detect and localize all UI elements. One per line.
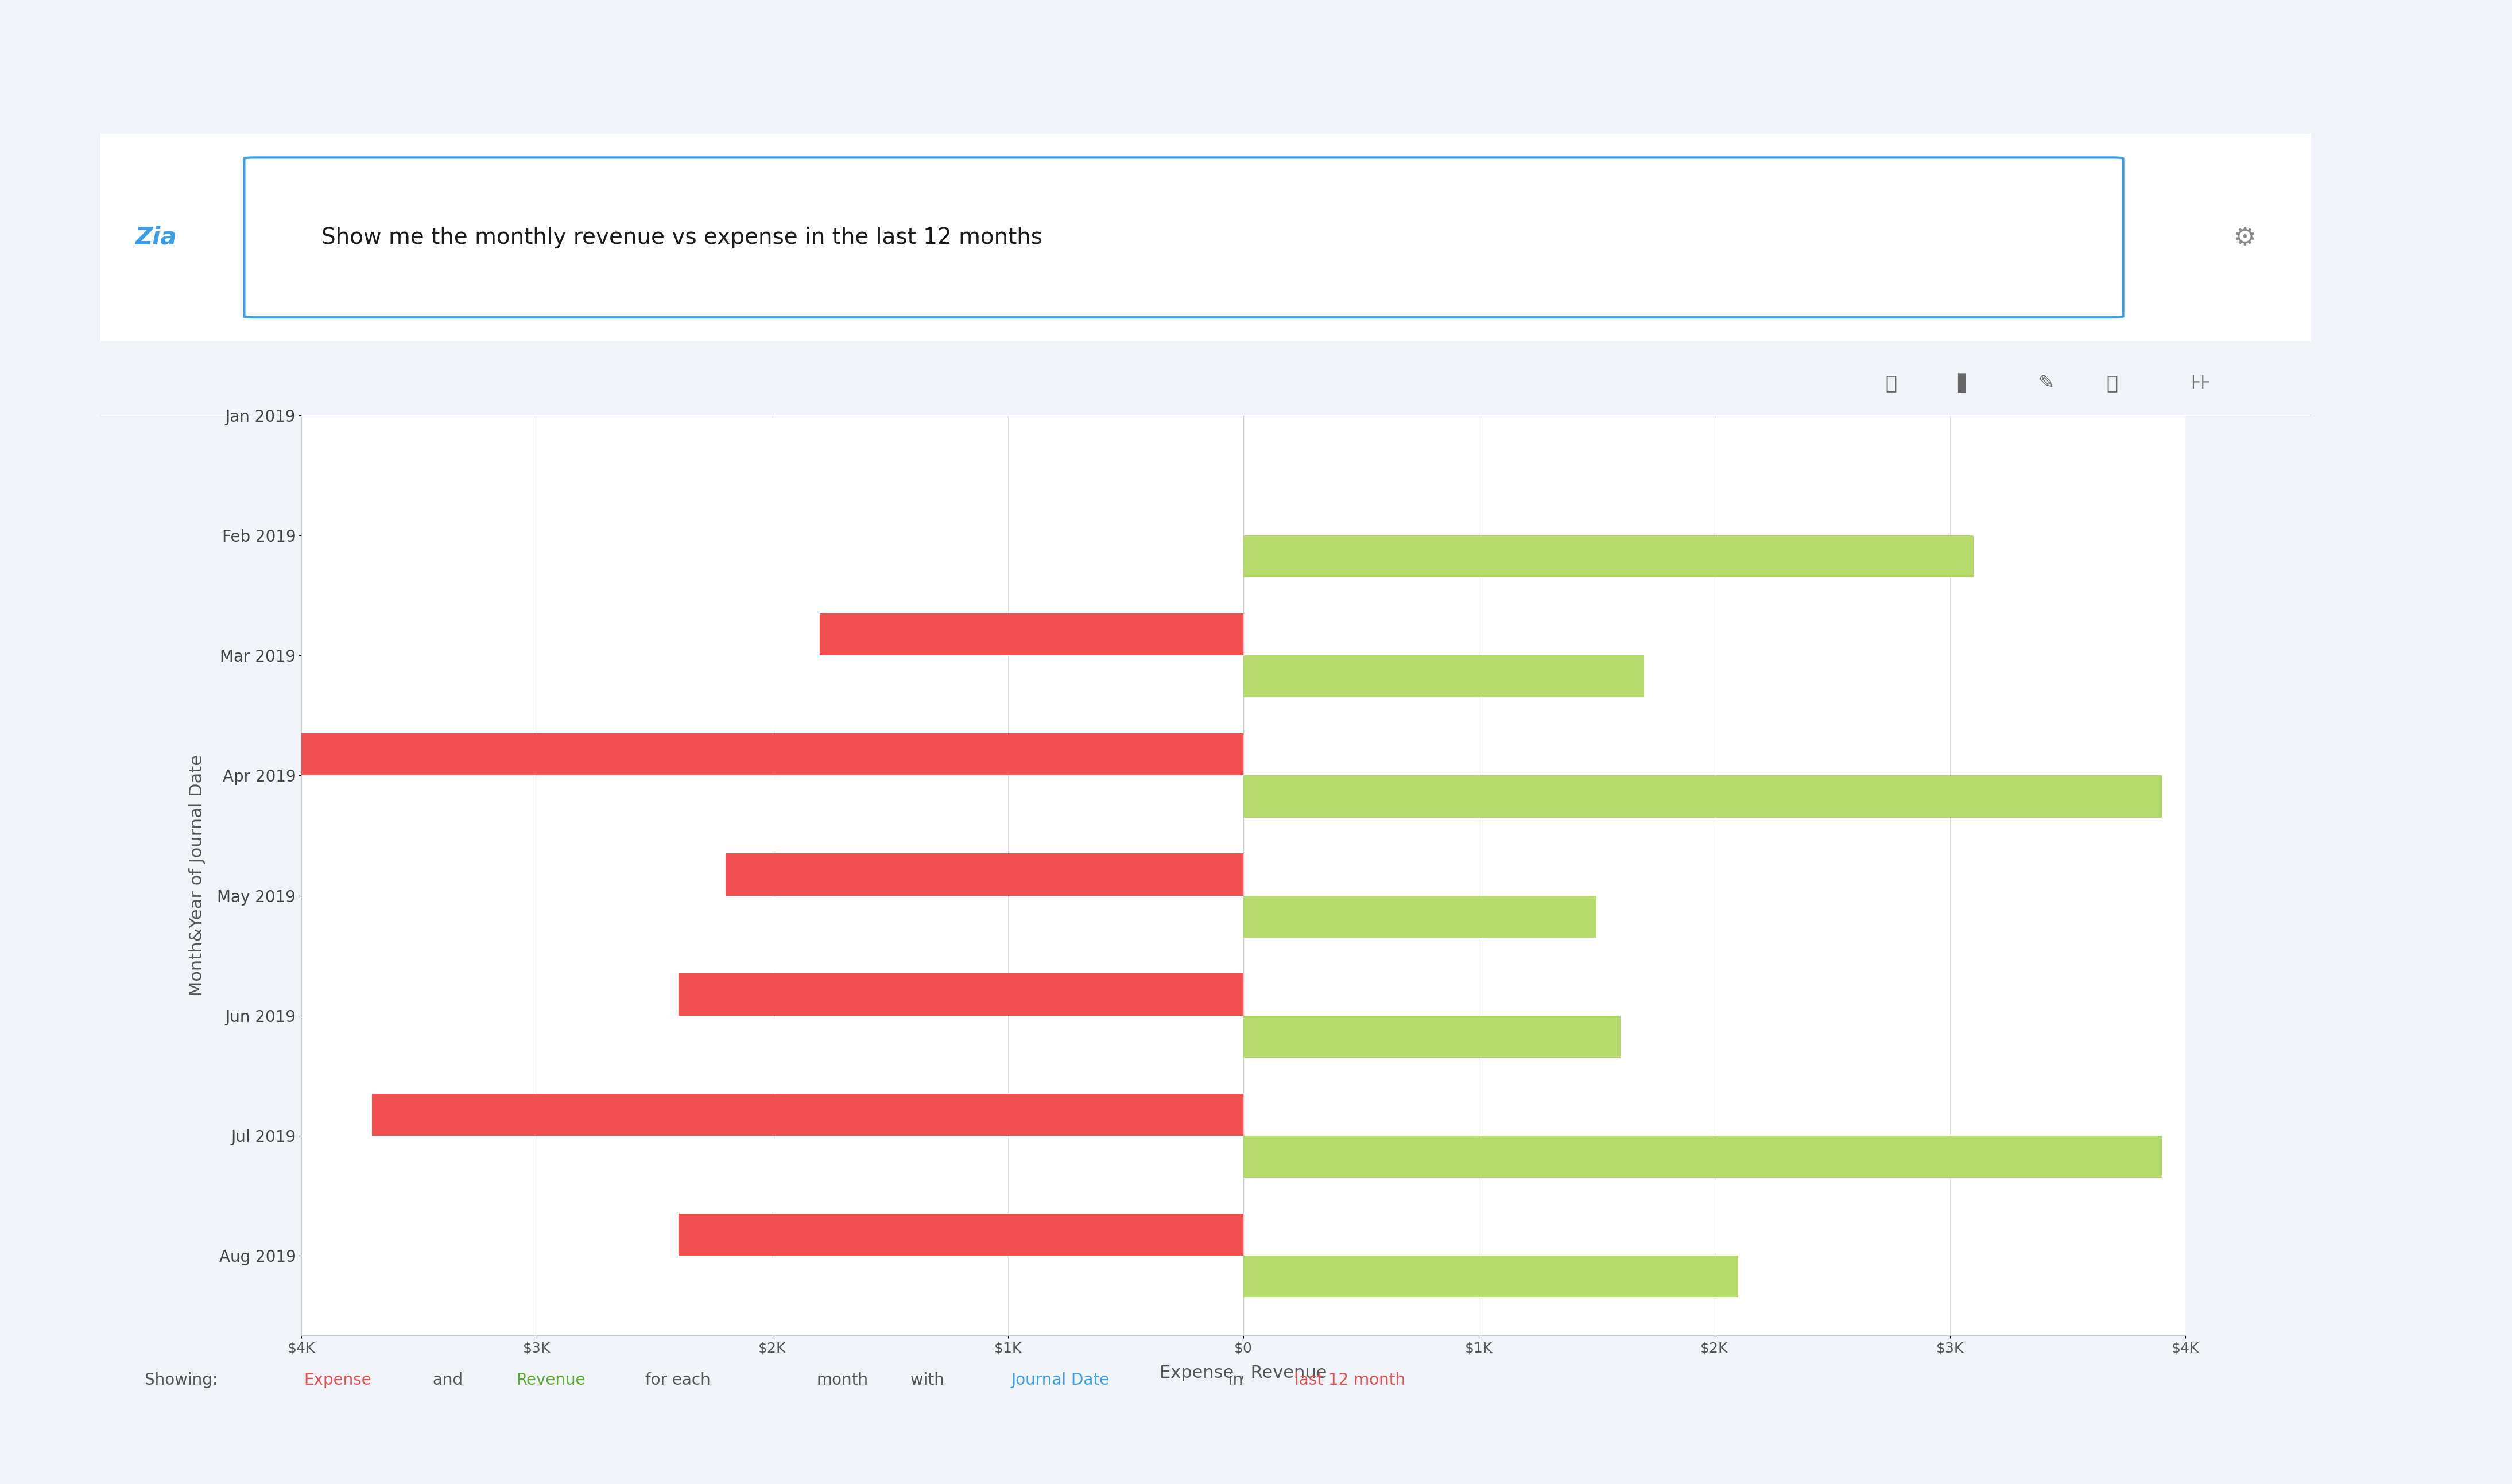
Bar: [678, 1214, 1243, 1255]
FancyBboxPatch shape: [78, 132, 2334, 343]
Bar: [1243, 895, 1598, 938]
Text: for each: for each: [641, 1373, 716, 1388]
Bar: [1243, 776, 2163, 818]
Text: Show me the monthly revenue vs expense in the last 12 months: Show me the monthly revenue vs expense i…: [322, 227, 1042, 248]
Text: Journal Date: Journal Date: [1012, 1373, 1110, 1388]
Bar: [1243, 536, 1974, 577]
Text: ▐: ▐: [1949, 372, 1964, 393]
Text: ⊦⊦: ⊦⊦: [2190, 374, 2211, 392]
Bar: [726, 853, 1243, 895]
Bar: [678, 974, 1243, 1015]
Text: in: in: [1223, 1373, 1248, 1388]
X-axis label: Expense , Revenue: Expense , Revenue: [1161, 1364, 1326, 1382]
Bar: [1243, 1255, 1738, 1297]
Bar: [1243, 1135, 2163, 1177]
Text: Showing:: Showing:: [146, 1373, 224, 1388]
Text: Revenue: Revenue: [515, 1373, 585, 1388]
Legend: Expense, Revenue: Expense, Revenue: [2072, 220, 2178, 291]
Text: and: and: [427, 1373, 467, 1388]
Text: with: with: [904, 1373, 950, 1388]
Text: month: month: [816, 1373, 869, 1388]
Bar: [301, 733, 1243, 776]
Bar: [1243, 1015, 1620, 1058]
Text: ⌶: ⌶: [2108, 374, 2118, 392]
Text: ⓘ: ⓘ: [1887, 374, 1897, 392]
Bar: [372, 1094, 1243, 1135]
Text: ✎: ✎: [2037, 374, 2055, 392]
Y-axis label: Month&Year of Journal Date: Month&Year of Journal Date: [188, 755, 206, 996]
FancyBboxPatch shape: [244, 157, 2123, 318]
Bar: [1243, 656, 1643, 697]
Text: ⚙: ⚙: [2233, 226, 2256, 249]
Text: Zia: Zia: [136, 226, 176, 249]
Bar: [819, 613, 1243, 656]
Text: last 12 month: last 12 month: [1294, 1373, 1404, 1388]
Text: Expense: Expense: [304, 1373, 372, 1388]
